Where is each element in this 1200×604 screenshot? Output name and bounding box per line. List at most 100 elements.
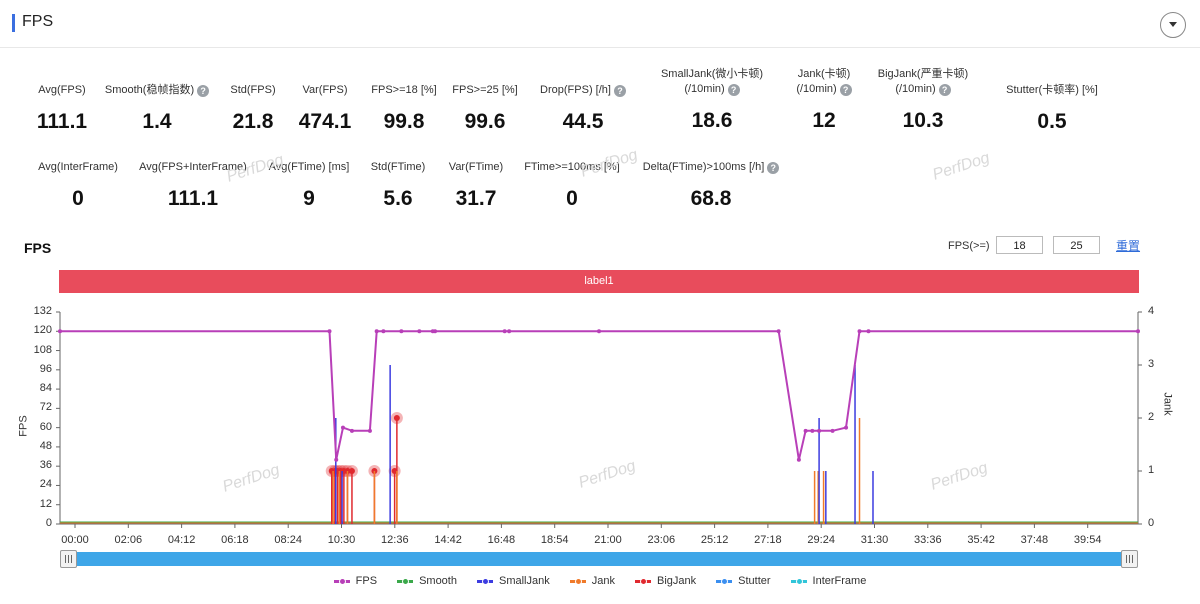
stat-item: Var(FPS) 474.1 [245,83,405,134]
y-tick-label: 120 [33,324,52,337]
fps-threshold-label: FPS(>=) [948,240,990,252]
reset-link[interactable]: 重置 [1116,239,1141,253]
bigjank-point [393,415,400,421]
stat-item: FPS>=18 [%] 99.8 [324,83,484,134]
stat-label: FPS>=18 [%] [371,84,437,96]
fps-point [844,425,849,430]
fps-threshold-input-1[interactable] [996,236,1043,254]
y-tick-label: 0 [45,517,52,529]
legend-label: InterFrame [812,575,867,587]
x-tick-label: 33:36 [914,534,942,546]
stat-value: 9 [303,187,315,210]
fps-threshold-input-2[interactable] [1053,236,1100,254]
y-tick-label: 108 [33,343,52,356]
bigjank-point [348,468,355,474]
stat-label: Var(FPS) [302,84,348,96]
stat-label: Std(FPS) [230,84,276,96]
legend-item[interactable]: InterFrame [790,575,867,587]
header-accent-bar [12,14,15,32]
fps-point [810,428,815,433]
stat-item: Avg(InterFrame) 0 [0,160,158,211]
legend-label: BigJank [656,575,697,587]
help-icon[interactable]: ? [938,83,951,96]
legend-item[interactable]: Smooth [397,575,457,587]
stat-item: FTime>=100ms [%] 0 [492,160,652,211]
stat-label: Delta(FTime)>100ms [/h]? [631,160,791,175]
stat-label: SmallJank(微小卡顿) [660,68,764,80]
fps-point [340,425,345,430]
help-icon[interactable]: ? [613,84,626,97]
stat-label: Std(FTime) [370,161,426,173]
stat-item: Drop(FPS) [/h]? 44.5 [503,83,663,134]
stat-label: Drop(FPS) [/h]? [503,83,663,98]
fps-point [433,329,438,334]
stat-value: 1.4 [142,110,172,133]
fps-point [502,329,507,334]
fps-point [417,329,422,334]
x-tick-label: 25:12 [700,534,729,546]
x-tick-label: 37:48 [1020,534,1049,546]
stat-value: 99.6 [464,110,506,133]
x-tick-label: 23:06 [647,534,676,546]
fps-point [866,329,871,334]
stat-label: Avg(FTime) [ms] [268,161,350,173]
stat-value: 111.1 [36,110,88,133]
legend-swatch [634,577,651,585]
stat-item: Avg(FTime) [ms] 9 [229,160,389,211]
stat-label: FPS>=25 [%] [452,84,518,96]
stat-label: Stutter(卡顿率) [%] [1006,84,1098,96]
legend-item[interactable]: Stutter [716,575,771,587]
fps-point [1136,329,1140,334]
legend-item[interactable]: SmallJank [476,575,550,587]
stat-value: 111.1 [167,187,219,210]
x-tick-label: 08:24 [274,534,302,546]
y2-tick-label: 0 [1148,517,1155,529]
help-icon[interactable]: ? [839,83,852,96]
stat-value: 18.6 [691,109,733,132]
x-tick-label: 21:00 [594,534,622,546]
stat-value: 44.5 [562,110,604,133]
chart-legend: FPS Smooth SmallJank Jank BigJank Stutter Inte… [0,575,1200,587]
fps-point [803,428,808,433]
y-tick-label: 72 [39,401,52,414]
y2-tick-label: 1 [1148,464,1155,476]
stat-value: 0 [72,187,84,210]
stat-item: Smooth(稳帧指数)? 1.4 [77,83,237,134]
stat-value: 10.3 [902,109,944,132]
y-tick-label: 84 [39,382,52,395]
stat-label: Avg(InterFrame) [38,161,118,173]
stat-item: Std(FPS) 21.8 [173,83,333,134]
slider-handle-left[interactable] [60,550,77,568]
stat-value: 99.8 [383,110,425,133]
legend-item[interactable]: FPS [333,575,378,587]
y-tick-label: 96 [39,362,52,375]
fps-point [817,428,822,433]
x-tick-label: 35:42 [967,534,995,546]
fps-point [597,329,601,334]
chart-title: FPS [24,240,52,256]
fps-point [367,428,372,433]
label-band[interactable]: label1 [59,270,1139,293]
stat-label: Var(FTime) [448,161,504,173]
stat-label-unit: (/10min)? [744,82,904,97]
legend-item[interactable]: BigJank [634,575,697,587]
help-icon[interactable]: ? [767,161,780,174]
x-tick-label: 10:30 [327,534,356,546]
help-icon[interactable]: ? [197,84,210,97]
y2-tick-label: 3 [1148,358,1155,370]
x-tick-label: 18:54 [540,534,569,546]
legend-label: FPS [355,575,378,587]
slider-handle-right[interactable] [1121,550,1138,568]
x-tick-label: 31:30 [860,534,889,546]
time-range-slider[interactable] [62,552,1138,566]
x-tick-label: 39:54 [1073,534,1102,546]
fps-point [327,329,332,334]
legend-item[interactable]: Jank [569,575,615,587]
fps-point [334,457,339,462]
fps-point [381,329,386,334]
help-icon[interactable]: ? [727,83,740,96]
legend-swatch [569,577,586,585]
x-tick-label: 02:06 [114,534,143,546]
collapse-button[interactable] [1160,12,1186,38]
